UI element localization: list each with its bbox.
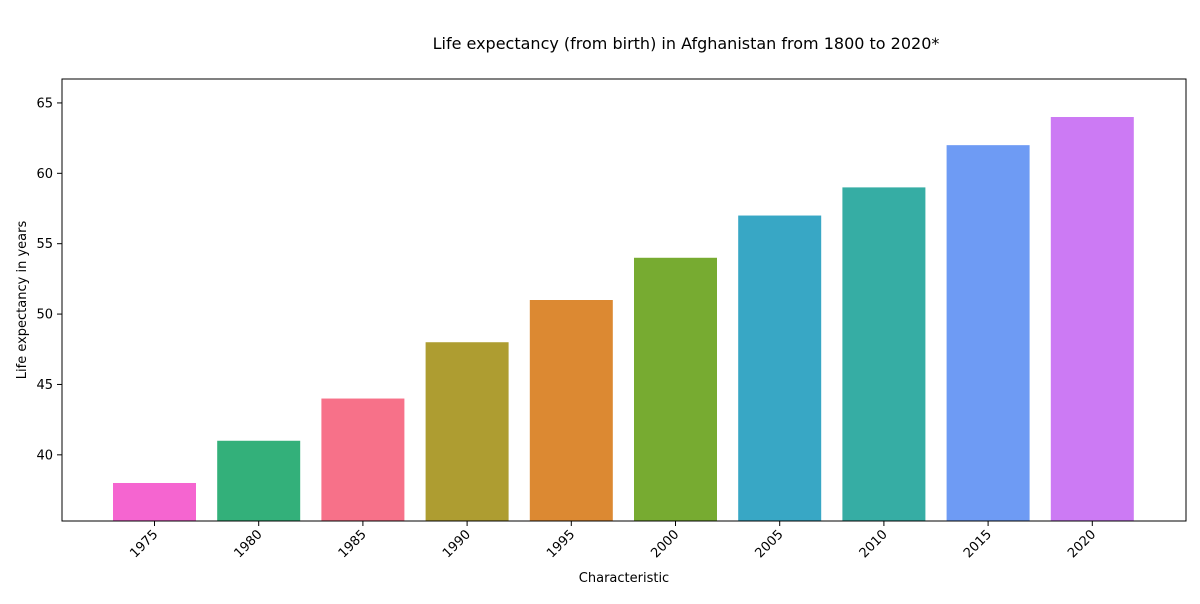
x-tick-label: 2000 (648, 527, 682, 561)
bars-layer (113, 117, 1134, 522)
bar-2015 (946, 145, 1030, 521)
bar-1990 (425, 342, 509, 521)
x-axis: 1975 1980 1985 1990 1995 2000 2005 2010 2015 2020 (127, 521, 1099, 561)
bar-1985 (321, 398, 405, 521)
x-tick-label: 1980 (232, 527, 266, 561)
chart-title: Life expectancy (from birth) in Afghanis… (433, 34, 940, 53)
bar-1975 (113, 482, 196, 521)
bar-2005 (738, 215, 822, 522)
x-tick-label: 1995 (544, 527, 578, 561)
y-tick-label: 65 (36, 96, 53, 111)
x-tick-label: 1990 (440, 527, 474, 561)
y-tick-label: 50 (36, 308, 53, 323)
bar-2000 (634, 257, 717, 521)
x-tick-label: 2015 (961, 527, 995, 561)
y-axis: 40 45 50 55 60 65 (36, 96, 62, 463)
y-tick-label: 55 (36, 237, 53, 252)
y-axis-label: Life expectancy in years (15, 221, 30, 380)
bar-1980 (217, 440, 301, 521)
bar-2010 (842, 187, 926, 521)
x-tick-label: 1985 (336, 527, 370, 561)
plot-frame (61, 78, 1187, 522)
x-tick-label: 2005 (753, 527, 787, 561)
bar-1995 (529, 300, 613, 521)
y-tick-label: 60 (36, 167, 53, 182)
x-tick-label: 2020 (1065, 527, 1099, 561)
x-tick-label: 2010 (857, 527, 891, 561)
bar-2020 (1050, 117, 1134, 521)
y-tick-label: 45 (36, 378, 53, 393)
y-tick-label: 40 (36, 448, 53, 463)
x-tick-label: 1975 (127, 527, 161, 561)
x-axis-label: Characteristic (579, 571, 669, 586)
